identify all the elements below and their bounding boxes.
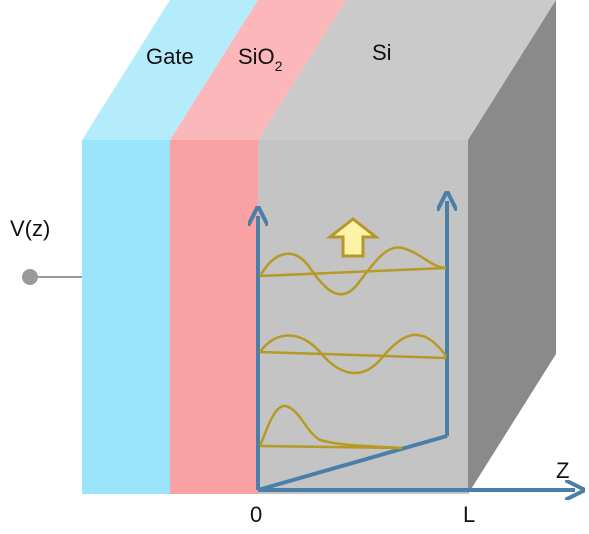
terminal-node (22, 269, 38, 285)
z-axis-label: Z (556, 458, 569, 483)
oxide-front-face (170, 140, 258, 494)
length-label: L (463, 502, 475, 527)
silicon-top-face (258, 0, 556, 140)
potential-slope (257, 434, 448, 492)
gate-top-face (82, 0, 258, 140)
oxide-top-face (170, 0, 346, 140)
voltage-label: V(z) (10, 216, 50, 241)
oxide-label: SiO2 (238, 44, 283, 74)
silicon-label: Si (372, 40, 392, 65)
silicon-front-face (258, 140, 468, 494)
silicon-side-face (468, 0, 556, 494)
up-arrow-icon (325, 217, 381, 258)
wavefunction-1 (258, 404, 403, 450)
wavefunction-2 (258, 333, 448, 375)
origin-label: 0 (250, 502, 262, 527)
gate-front-face (82, 140, 170, 494)
energy-level-3 (259, 266, 447, 278)
gate-label: Gate (146, 44, 194, 69)
energy-level-2 (259, 350, 447, 360)
wavefunction-3 (258, 246, 447, 296)
